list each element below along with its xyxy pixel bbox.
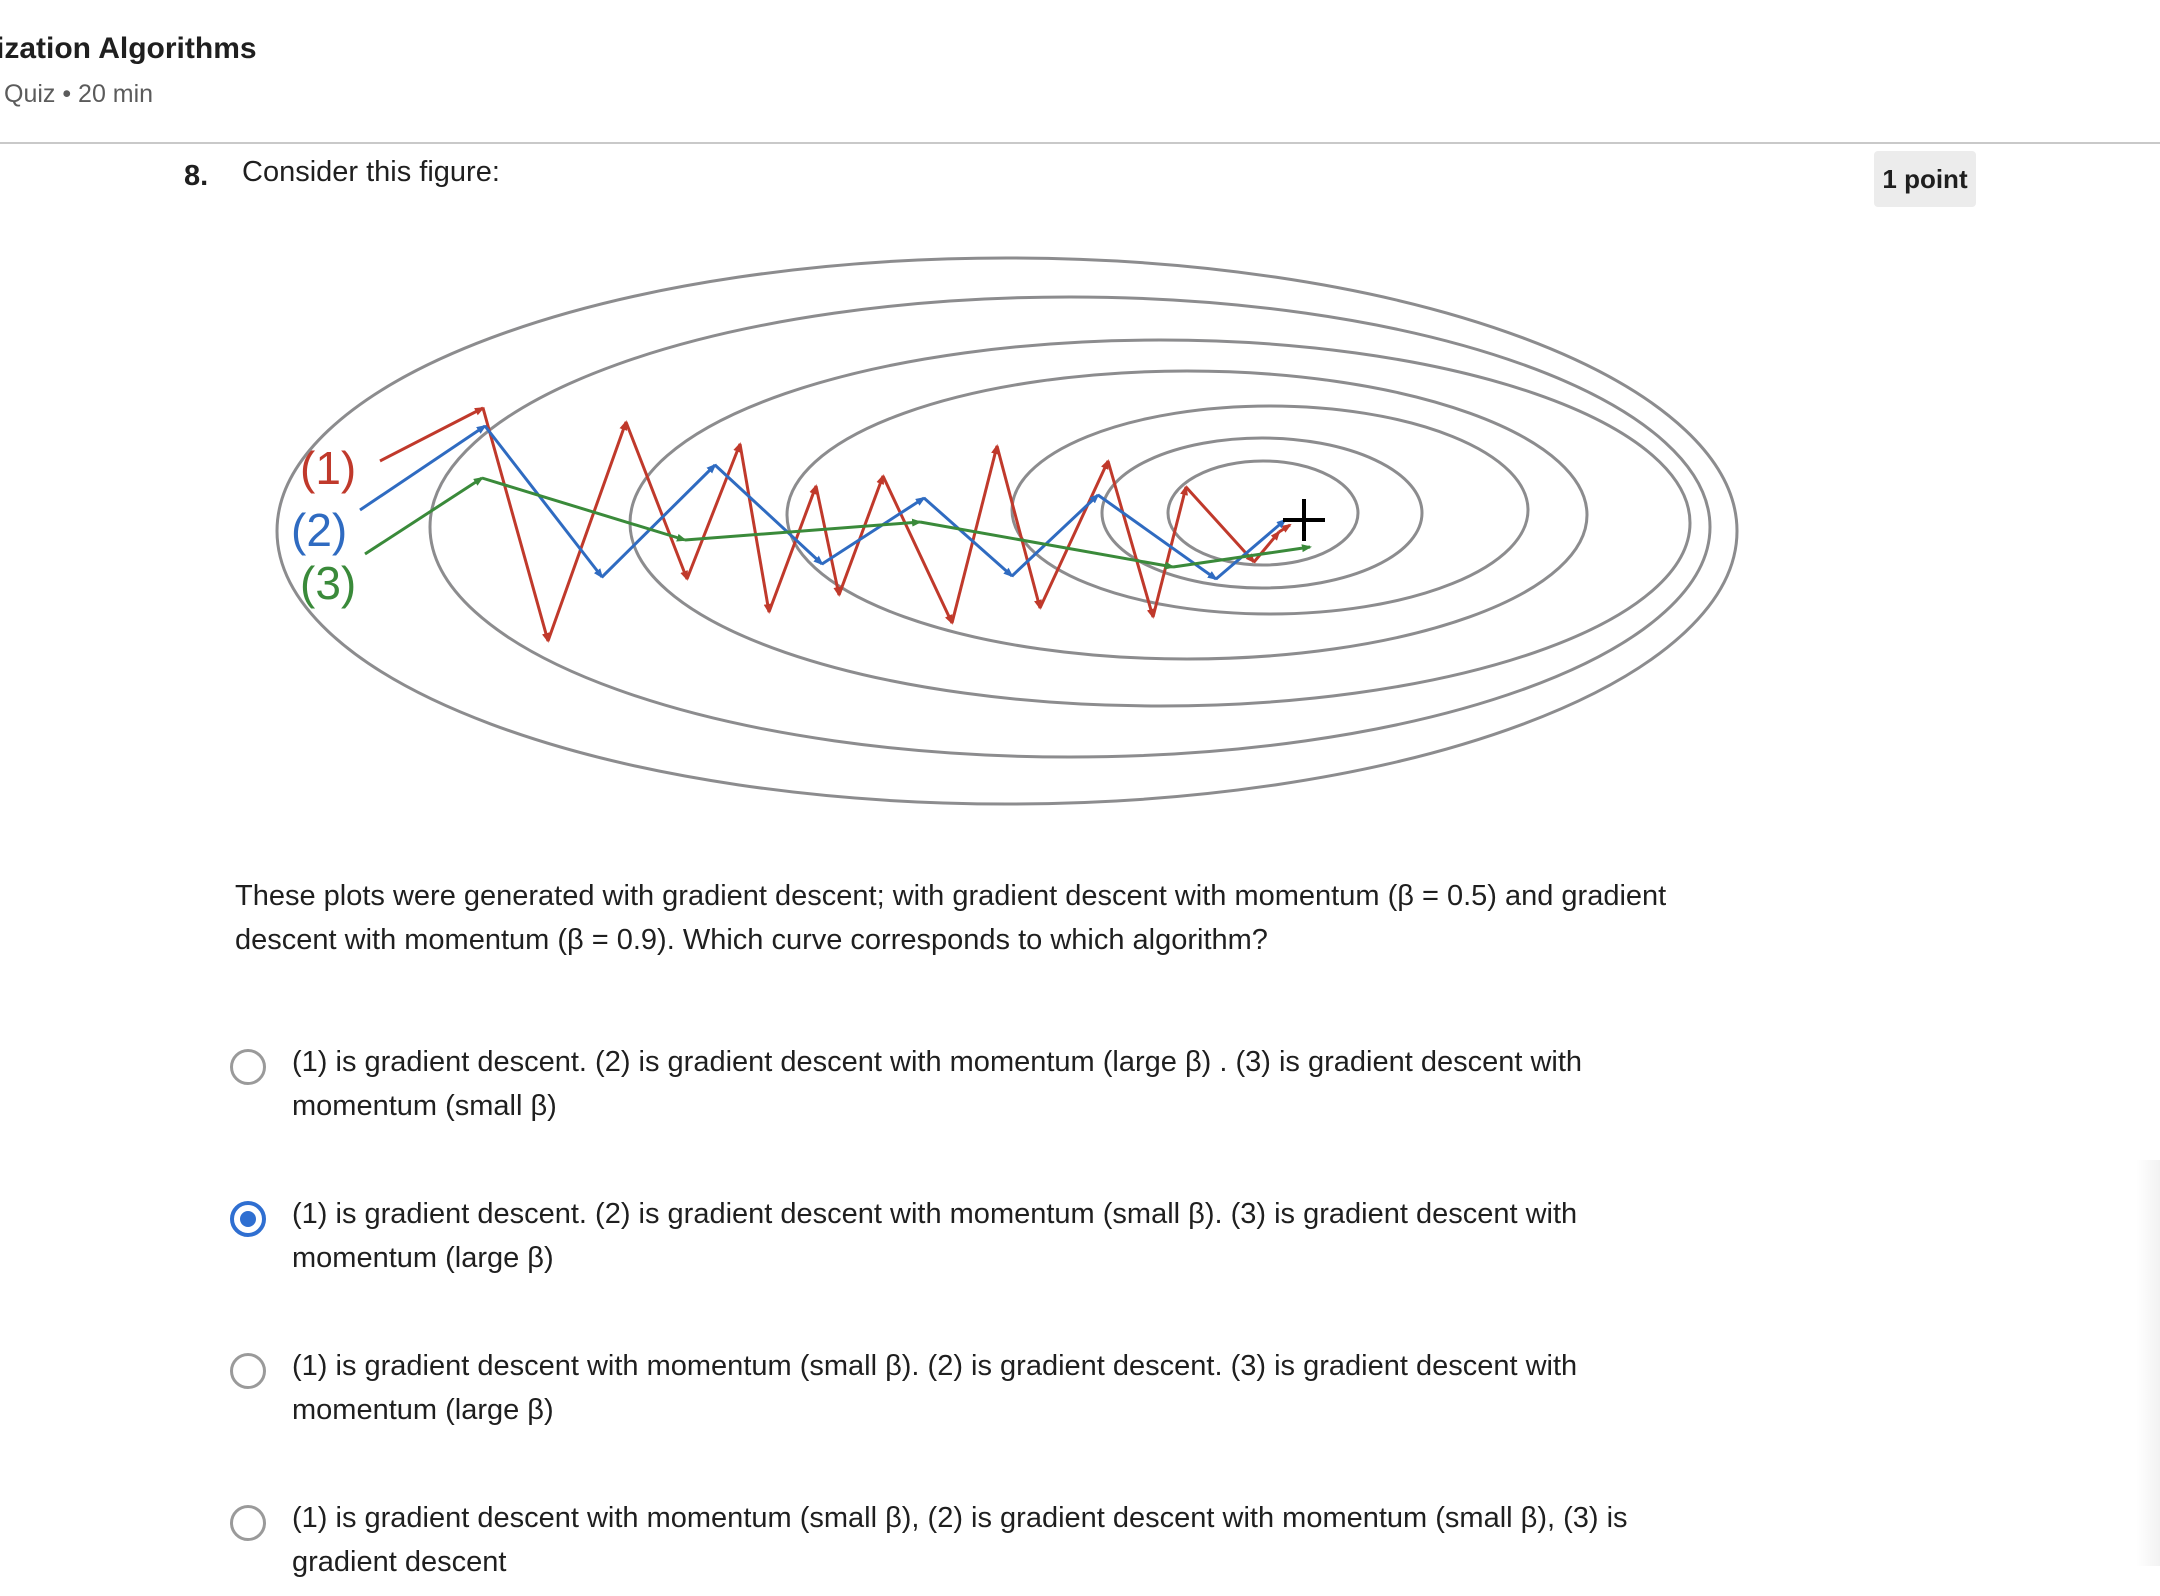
curve-2-step <box>923 496 1014 578</box>
curve-1-step <box>738 443 772 614</box>
answer-option-1[interactable]: (1) is gradient descent. (2) is gradient… <box>230 1040 1730 1140</box>
curve-2-step <box>821 496 926 566</box>
curve-2-step <box>713 463 824 566</box>
course-title: ization Algorithms <box>0 32 257 65</box>
contour-line <box>1010 404 1530 616</box>
answer-option-text: (1) is gradient descent. (2) is gradient… <box>292 1198 1578 1274</box>
curve-1-step <box>814 485 842 597</box>
answer-option-4[interactable]: (1) is gradient descent with momentum (s… <box>230 1496 1730 1596</box>
plus-icon <box>1283 499 1325 541</box>
quiz-header: ization Algorithms Quiz • 20 min <box>0 0 2160 144</box>
curve-3-step <box>919 520 1175 570</box>
radio-button[interactable] <box>230 1505 266 1541</box>
curve-1-step <box>837 474 885 596</box>
points-badge: 1 point <box>1874 151 1976 207</box>
curve-2-momentum-small-beta <box>359 424 1287 581</box>
curve-2-step <box>1010 493 1100 578</box>
answer-option-text: (1) is gradient descent with momentum (s… <box>292 1350 1578 1426</box>
radio-button-selected[interactable] <box>230 1201 266 1237</box>
question-text: These plots were generated with gradient… <box>235 880 1667 956</box>
curve-1-step <box>1038 459 1110 609</box>
curve-2-step <box>359 424 487 512</box>
radio-button[interactable] <box>230 1049 266 1085</box>
curve-1-step <box>881 475 954 625</box>
scroll-edge-shadow <box>2136 1160 2160 1566</box>
curve-3-step <box>481 476 687 542</box>
contour-line <box>785 369 1589 661</box>
curve-1-step <box>1278 523 1292 534</box>
contour-line <box>428 295 1712 759</box>
curve-2-step <box>1215 518 1287 581</box>
contour-plot: (1) (2) (3) <box>275 256 1739 806</box>
curve-3-step <box>1172 544 1312 569</box>
contour-line <box>1100 436 1424 590</box>
curve-1-gradient-descent <box>379 406 1292 643</box>
curve-1-step <box>767 484 818 613</box>
question-prompt: Consider this figure: <box>242 156 500 188</box>
curve-1-step <box>1106 460 1155 619</box>
contour-line <box>1166 459 1360 567</box>
curve-1-step <box>1252 530 1281 563</box>
curve-3-step <box>364 476 484 556</box>
curve-1-step <box>1184 485 1256 564</box>
curve-1-step <box>481 407 550 643</box>
curve-1-step <box>624 421 689 581</box>
curve-1-step <box>546 420 628 642</box>
answer-option-text: (1) is gradient descent with momentum (s… <box>292 1502 1628 1578</box>
curve-1-step <box>995 445 1042 610</box>
question-number: 8. <box>184 160 209 192</box>
curve-2-step <box>483 425 604 579</box>
answer-option-3[interactable]: (1) is gradient descent with momentum (s… <box>230 1344 1730 1444</box>
gradient-descent-figure: (1) (2) (3) <box>200 240 1760 820</box>
curve-1-step <box>1151 485 1188 618</box>
curve-1-step <box>685 442 742 580</box>
curve-3-step <box>684 518 922 542</box>
curve-3-label: (3) <box>300 557 356 609</box>
answer-option-text: (1) is gradient descent. (2) is gradient… <box>292 1046 1583 1122</box>
curve-2-step <box>1097 493 1218 581</box>
contour-line <box>275 256 1739 806</box>
radio-button[interactable] <box>230 1353 266 1389</box>
answer-option-2[interactable]: (1) is gradient descent. (2) is gradient… <box>230 1192 1730 1292</box>
curve-3-momentum-large-beta <box>364 476 1312 570</box>
contour-lines <box>275 256 1739 806</box>
curve-1-label: (1) <box>300 442 356 494</box>
curve-2-step <box>600 463 717 579</box>
quiz-meta: Quiz • 20 min <box>4 80 154 108</box>
curve-1-step <box>379 406 485 463</box>
curve-2-label: (2) <box>291 504 347 556</box>
curve-1-step <box>950 444 999 624</box>
